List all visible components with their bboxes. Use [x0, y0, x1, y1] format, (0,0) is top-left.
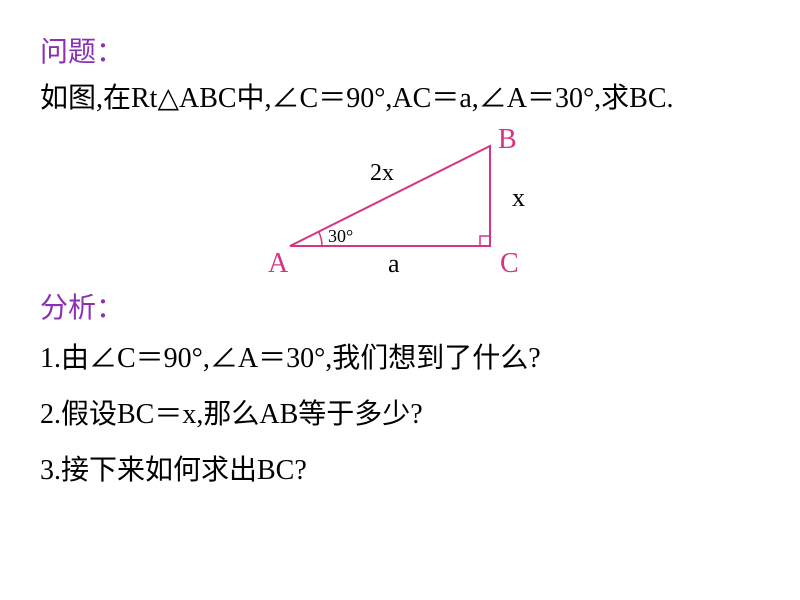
triangle-diagram-container: 30° A B C 2x x a	[40, 126, 760, 276]
analysis-item-3: 3.接下来如何求出BC?	[40, 450, 760, 492]
svg-text:a: a	[388, 249, 400, 276]
triangle-diagram: 30° A B C 2x x a	[260, 126, 540, 276]
problem-statement: 如图,在Rt△ABC中,∠C＝90°,AC＝a,∠A＝30°,求BC.	[40, 78, 760, 120]
svg-text:A: A	[268, 248, 289, 276]
svg-text:x: x	[512, 183, 525, 212]
problem-heading: 问题：	[40, 30, 760, 70]
problem-heading-text: 问题：	[40, 37, 124, 68]
analysis-item-1: 1.由∠C＝90°,∠A＝30°,我们想到了什么?	[40, 338, 760, 380]
svg-text:2x: 2x	[370, 160, 394, 186]
analysis-heading-text: 分析：	[40, 293, 124, 324]
svg-text:C: C	[500, 248, 519, 276]
svg-text:30°: 30°	[328, 226, 353, 246]
analysis-heading: 分析：	[40, 286, 760, 326]
svg-text:B: B	[498, 126, 517, 155]
analysis-item-2: 2.假设BC＝x,那么AB等于多少?	[40, 394, 760, 436]
